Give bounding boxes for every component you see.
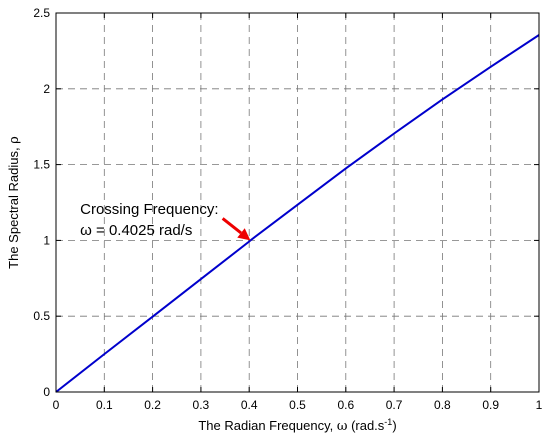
y-tick-label: 0.5: [33, 309, 50, 323]
annotation-line-2: ω = 0.4025 rad/s: [80, 222, 192, 239]
ticks: 0 0.1 0.2 0.3 0.4 0.5 0.6 0.7 0.8 0.9 1 0 0.5 1 1.5 2 2.…: [33, 6, 542, 412]
x-axis-label-main: The Radian Frequency,: [198, 418, 337, 433]
x-axis-label-symbol: ω: [337, 419, 348, 434]
x-tick-label: 0.5: [289, 398, 306, 412]
x-tick-label: 0.1: [96, 398, 113, 412]
y-tick-label: 2: [43, 82, 50, 96]
y-tick-label: 1: [43, 233, 50, 247]
y-tick-label: 2.5: [33, 6, 50, 20]
x-axis-label: The Radian Frequency, ω (rad.s-1): [198, 417, 396, 434]
series-layer: [55, 34, 540, 393]
x-tick-label: 0.7: [386, 398, 403, 412]
annotation-arrow-head: [237, 228, 251, 241]
y-tick-label: 0: [43, 385, 50, 399]
annotation-arrow-shaft: [221, 217, 242, 235]
x-tick-label: 0.4: [241, 398, 258, 412]
annotation: Crossing Frequency: ω = 0.4025 rad/s: [80, 201, 251, 241]
x-tick-label: 0: [53, 398, 60, 412]
x-axis-label-unit-exponent: -1: [384, 417, 392, 427]
x-tick-label: 1: [536, 398, 543, 412]
x-axis-label-unit-prefix: (rad.s: [347, 418, 384, 433]
x-tick-label: 0.8: [434, 398, 451, 412]
x-tick-label: 0.6: [337, 398, 354, 412]
y-axis-label-symbol: ρ: [7, 136, 22, 144]
y-axis-label-main: The Spectral Radius,: [6, 144, 21, 269]
x-tick-label: 0.2: [144, 398, 161, 412]
y-tick-label: 1.5: [33, 158, 50, 172]
x-axis-label-unit-suffix: ): [392, 418, 396, 433]
annotation-line-1: Crossing Frequency:: [80, 201, 218, 218]
y-axis-label: The Spectral Radius, ρ: [6, 136, 22, 269]
x-tick-label: 0.3: [193, 398, 210, 412]
series-line: [55, 34, 540, 393]
x-tick-label: 0.9: [482, 398, 499, 412]
